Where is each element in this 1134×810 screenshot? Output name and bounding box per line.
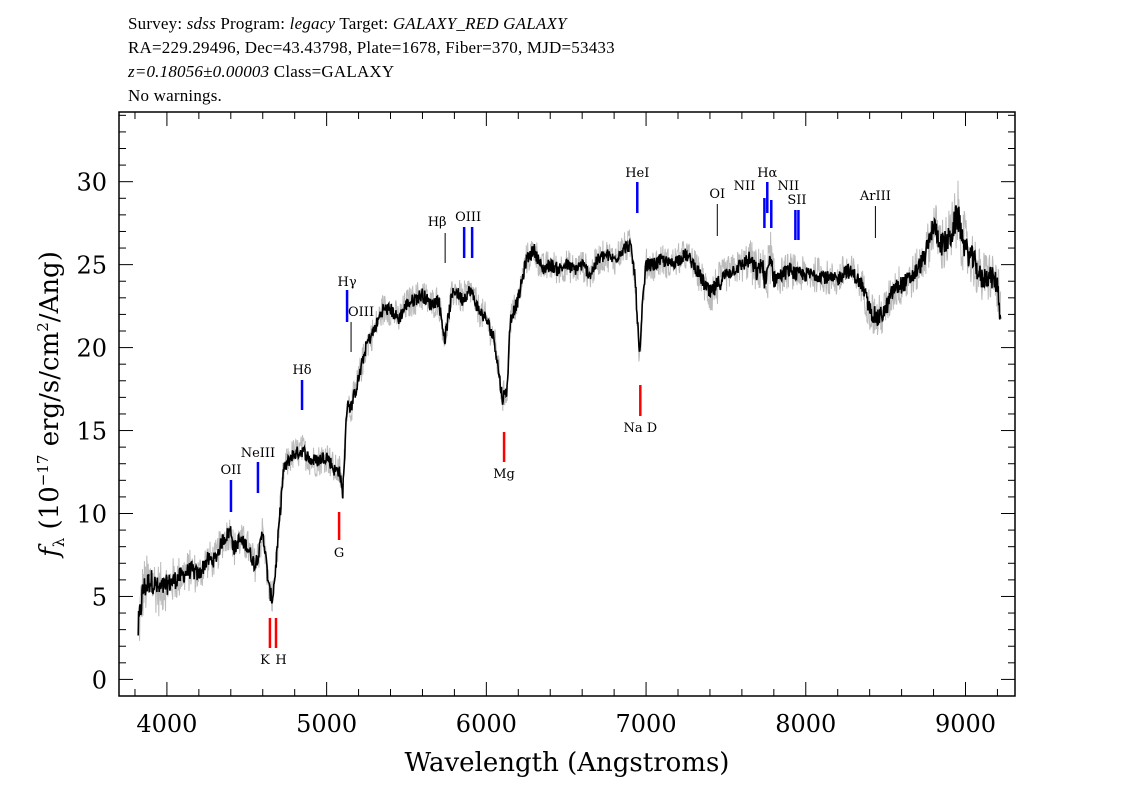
line-marker-g: G: [334, 512, 344, 561]
line-marker-ariii: ArIII: [859, 189, 891, 238]
header-line-survey: Survey: sdss Program: legacy Target: GAL…: [128, 14, 567, 34]
y-tick-label: 25: [76, 252, 107, 280]
line-marker-mg: Mg: [493, 432, 515, 482]
line-marker-label: SII: [787, 193, 806, 208]
header-line-redshift: z=0.18056±0.00003 Class=GALAXY: [128, 62, 394, 82]
header-line-coords: RA=229.29496, Dec=43.43798, Plate=1678, …: [128, 38, 615, 57]
plot-frame: [118, 111, 1016, 697]
line-marker-hei: HeI: [625, 166, 649, 213]
header-line-warnings: No warnings.: [128, 86, 222, 105]
line-marker-label: Hα: [757, 166, 777, 181]
line-marker-label: H: [275, 653, 286, 668]
line-marker-oiii: OIII: [455, 210, 481, 258]
y-axis-label: fλ (10−17 erg/s/cm2/Ang): [34, 251, 68, 559]
y-tick-label: 20: [76, 335, 107, 363]
line-marker-label: Hγ: [338, 275, 357, 290]
line-marker-label: OIII: [455, 210, 481, 225]
line-marker-label: G: [334, 546, 344, 561]
line-marker-label: NeIII: [241, 446, 275, 461]
y-tick-label: 30: [76, 169, 107, 197]
y-tick-label: 0: [92, 666, 107, 694]
x-tick-label: 7000: [616, 710, 677, 738]
line-marker-label: OII: [220, 463, 241, 478]
line-marker-nii: NII: [770, 179, 799, 228]
x-tick-label: 5000: [296, 710, 357, 738]
line-marker-hβ: Hβ: [428, 215, 447, 263]
flux-line: [137, 205, 1002, 636]
line-marker-hδ: Hδ: [292, 363, 312, 410]
line-marker-nii: NII: [734, 179, 766, 228]
y-tick-label: 5: [92, 583, 107, 611]
survey-value: sdss: [186, 14, 216, 33]
line-marker-oii: OII: [220, 463, 241, 512]
line-marker-label: Hδ: [292, 363, 311, 378]
line-marker-label: Hβ: [428, 215, 447, 230]
x-tick-label: 4000: [136, 710, 197, 738]
y-tick-label: 10: [76, 501, 107, 529]
line-marker-label: Mg: [493, 467, 515, 482]
survey-label: Survey:: [128, 14, 187, 33]
program-label: Program:: [215, 14, 290, 33]
line-marker-label: ArIII: [859, 189, 891, 204]
y-tick-label: 15: [76, 418, 107, 446]
line-marker-oi: OI: [709, 187, 725, 236]
plot-layer: [137, 180, 1002, 641]
x-tick-label: 6000: [456, 710, 517, 738]
line-marker-hα: Hα: [757, 166, 778, 213]
line-marker-neiii: NeIII: [241, 446, 275, 493]
class-value: Class=GALAXY: [269, 62, 395, 81]
x-tick-label: 8000: [775, 710, 836, 738]
line-marker-hγ: Hγ: [338, 275, 357, 322]
line-marker-label: NII: [777, 179, 799, 194]
target-value: GALAXY_RED GALAXY: [392, 14, 567, 33]
line-marker-label: OI: [709, 187, 725, 202]
line-marker-na-d: Na D: [623, 385, 657, 436]
line-marker-label: K: [260, 653, 270, 668]
redshift-value: z=0.18056±0.00003: [128, 62, 270, 81]
target-label: Target:: [335, 14, 393, 33]
x-axis-label: Wavelength (Angstroms): [405, 748, 730, 778]
x-tick-label: 9000: [935, 710, 996, 738]
line-marker-h: H: [274, 618, 287, 668]
line-marker-oiii: OIII: [348, 305, 374, 352]
line-marker-label: Na D: [623, 421, 657, 436]
line-marker-label: OIII: [348, 305, 374, 320]
axes-layer: 4000 5000 6000 7000 8000 9000051015202530OIIN…: [76, 112, 1015, 738]
line-marker-k: K: [260, 618, 272, 668]
program-value: legacy: [289, 14, 336, 33]
line-marker-label: NII: [734, 179, 756, 194]
line-marker-label: HeI: [625, 166, 649, 181]
line-marker-sii: SII: [787, 193, 807, 240]
